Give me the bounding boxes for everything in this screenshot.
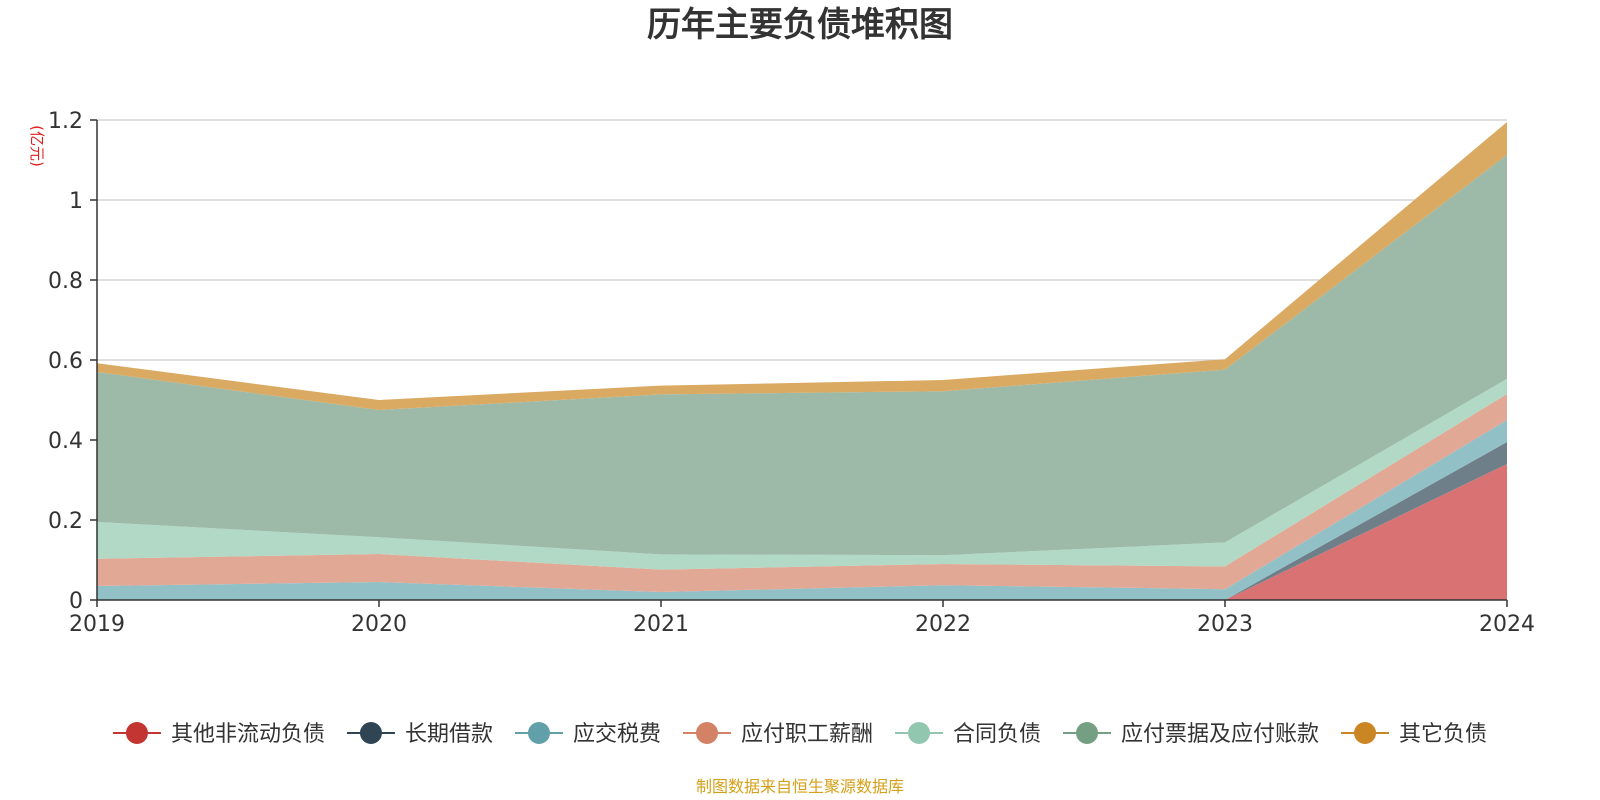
legend-marker: [908, 722, 931, 744]
x-tick-label: 2020: [351, 612, 407, 637]
x-tick-label: 2022: [915, 612, 971, 637]
x-tick-label: 2023: [1197, 612, 1253, 637]
legend-marker: [1354, 722, 1377, 744]
legend-marker: [695, 722, 718, 744]
source-note: 制图数据来自恒生聚源数据库: [696, 777, 904, 796]
y-axis-unit-label: (亿元): [28, 125, 46, 167]
legend-label: 应付职工薪酬: [741, 722, 873, 747]
area-series-4: [97, 394, 1507, 592]
legend-item[interactable]: 长期借款: [346, 722, 493, 747]
y-tick-label: 0.6: [48, 349, 83, 374]
y-tick-label: 0: [69, 589, 83, 614]
y-tick-label: 0.2: [48, 509, 83, 534]
chart-title: 历年主要负债堆积图: [647, 5, 953, 45]
area-series-6: [97, 154, 1507, 556]
legend-label: 其它负债: [1399, 722, 1487, 747]
legend-label: 长期借款: [405, 722, 493, 747]
legend-marker: [359, 722, 382, 744]
legend-label: 合同负债: [953, 722, 1041, 747]
legend-marker: [527, 722, 550, 744]
legend-marker: [1076, 722, 1099, 744]
y-tick-label: 1.2: [48, 109, 83, 134]
area-series-1: [97, 464, 1507, 600]
x-tick-label: 2019: [69, 612, 125, 637]
legend-label: 应交税费: [573, 722, 661, 747]
legend-item[interactable]: 应交税费: [514, 722, 661, 747]
legend-item[interactable]: 合同负债: [895, 722, 1041, 747]
legend-item[interactable]: 其他非流动负债: [112, 722, 325, 747]
x-axis-ticks: 2019 2020 2021 2022 2023 2024: [69, 600, 1535, 637]
legend[interactable]: 其他非流动负债 长期借款 应交税费 应付职工薪酬 合同负债 应付票据及应付账款 其它负债: [112, 722, 1487, 747]
legend-marker: [125, 722, 148, 744]
area-layers: [97, 122, 1507, 600]
legend-item[interactable]: 应付职工薪酬: [682, 722, 873, 747]
x-tick-label: 2021: [633, 612, 689, 637]
x-tick-label: 2024: [1479, 612, 1535, 637]
y-axis-ticks: 0 0.2 0.4 0.6 0.8 1 1.2: [48, 109, 97, 614]
legend-label: 其他非流动负债: [171, 722, 325, 747]
y-tick-label: 0.4: [48, 429, 83, 454]
legend-item[interactable]: 应付票据及应付账款: [1063, 722, 1319, 747]
area-series-5: [97, 378, 1507, 570]
y-tick-label: 1: [69, 189, 83, 214]
legend-label: 应付票据及应付账款: [1121, 722, 1319, 747]
legend-item[interactable]: 其它负债: [1341, 722, 1487, 747]
y-tick-label: 0.8: [48, 269, 83, 294]
